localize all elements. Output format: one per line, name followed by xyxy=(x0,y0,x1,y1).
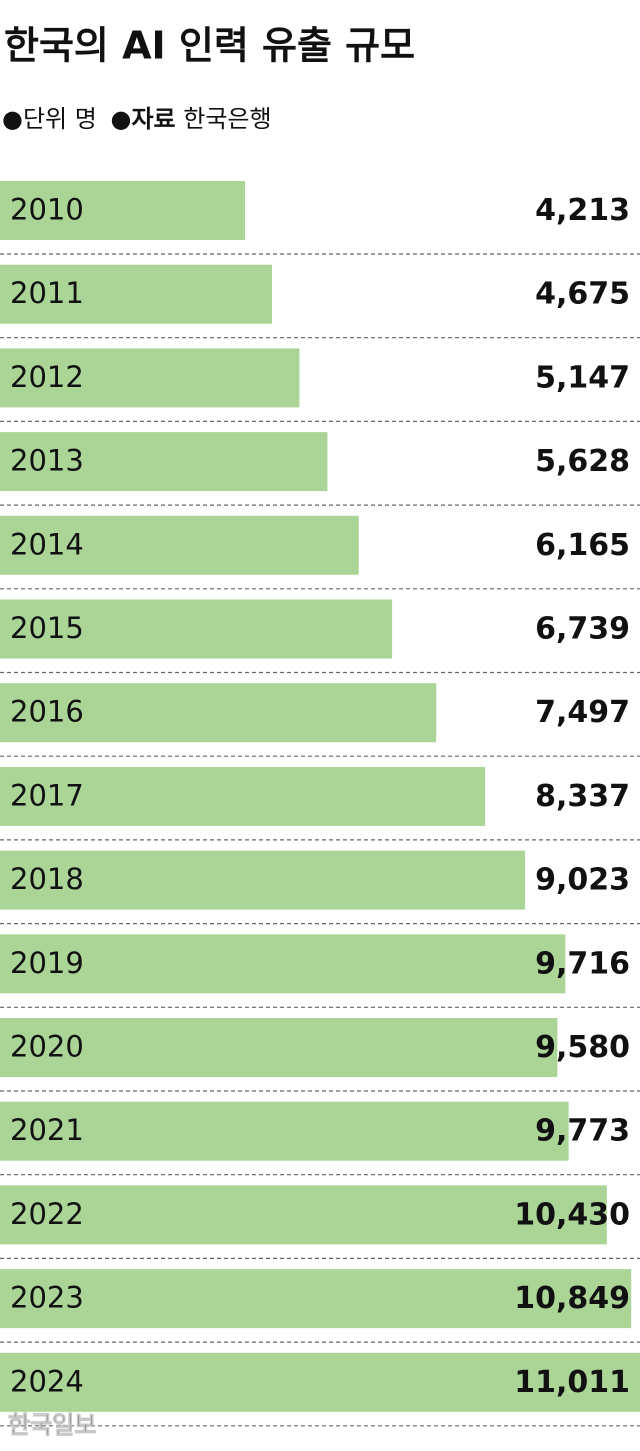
value-label: 6,165 xyxy=(535,528,630,563)
bar xyxy=(0,599,393,659)
y-tick-label: 2024 xyxy=(10,1364,84,1398)
value-label: 4,675 xyxy=(535,277,630,312)
bullet: ● xyxy=(111,105,132,133)
value-label: 9,580 xyxy=(535,1030,630,1065)
y-tick-label: 2016 xyxy=(10,695,84,729)
value-label: 6,739 xyxy=(535,612,630,647)
y-tick-label: 2017 xyxy=(10,778,84,812)
bar xyxy=(0,1018,558,1077)
bar xyxy=(0,515,359,575)
y-tick-label: 2023 xyxy=(10,1281,84,1315)
value-label: 9,716 xyxy=(535,946,630,981)
y-tick-label: 2019 xyxy=(10,946,84,980)
value-label: 9,773 xyxy=(535,1114,630,1149)
unit: 명 xyxy=(75,105,97,133)
bar xyxy=(0,264,272,324)
value-label: 11,011 xyxy=(514,1365,630,1400)
value-label: 10,849 xyxy=(514,1281,630,1316)
bar xyxy=(0,683,437,743)
bar xyxy=(0,1185,607,1245)
source-label: 자료 xyxy=(131,105,175,133)
value-label: 5,628 xyxy=(535,444,630,479)
value-label: 10,430 xyxy=(514,1197,630,1232)
value-label: 5,147 xyxy=(535,360,630,395)
y-tick-label: 2014 xyxy=(10,527,84,561)
bar xyxy=(0,850,525,910)
bar xyxy=(0,766,486,826)
bar xyxy=(0,432,328,492)
bar xyxy=(0,934,566,994)
source: 한국은행 xyxy=(183,105,271,133)
bullet: ● xyxy=(2,105,23,133)
bar xyxy=(0,348,300,408)
chart-title: 한국의 AI 인력 유출 규모 xyxy=(4,24,415,68)
value-label: 9,023 xyxy=(535,863,630,898)
y-tick-label: 2021 xyxy=(10,1113,84,1147)
bar xyxy=(0,1352,640,1412)
watermark: 한국일보 xyxy=(8,1411,96,1439)
bar xyxy=(0,181,246,240)
value-label: 7,497 xyxy=(535,695,630,730)
y-tick-label: 2020 xyxy=(10,1030,84,1064)
bar xyxy=(0,1269,632,1329)
unit-label: 단위 xyxy=(23,105,67,133)
bar xyxy=(0,1101,569,1161)
value-label: 8,337 xyxy=(535,779,630,814)
y-tick-label: 2013 xyxy=(10,444,84,478)
y-tick-label: 2010 xyxy=(10,193,84,227)
value-label: 4,213 xyxy=(535,193,630,228)
y-tick-label: 2012 xyxy=(10,360,84,394)
y-tick-label: 2015 xyxy=(10,611,84,645)
subtitle: ●단위 명 ●자료 한국은행 xyxy=(2,105,272,133)
y-tick-label: 2022 xyxy=(10,1197,84,1231)
y-tick-label: 2011 xyxy=(10,276,84,310)
y-tick-label: 2018 xyxy=(10,862,84,896)
